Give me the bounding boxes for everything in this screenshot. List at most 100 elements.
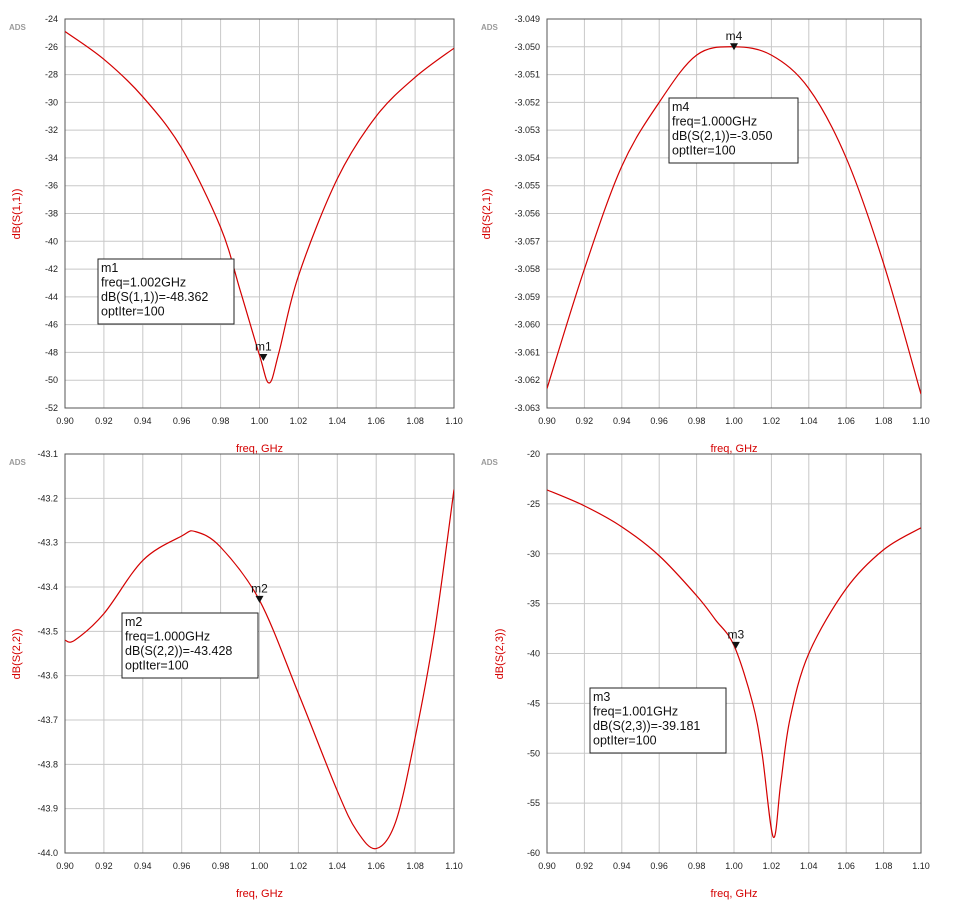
y-tick-label: -45 — [527, 698, 540, 708]
y-axis-label: dB(S(2,3)) — [494, 629, 506, 680]
y-tick-label: -3.060 — [514, 320, 540, 330]
y-tick-label: -43.4 — [37, 582, 58, 592]
y-tick-label: -32 — [45, 125, 58, 135]
marker-label: m3 — [728, 627, 745, 641]
y-tick-label: -50 — [527, 748, 540, 758]
marker-readout-line: optIter=100 — [672, 144, 736, 158]
marker-readout-line: dB(S(2,1))=-3.050 — [672, 129, 772, 143]
y-tick-label: -3.054 — [514, 153, 540, 163]
y-tick-label: -43.5 — [37, 626, 58, 636]
series-line — [65, 489, 454, 850]
y-tick-label: -40 — [45, 236, 58, 246]
x-tick-label: 0.90 — [538, 861, 556, 871]
y-tick-label: -50 — [45, 375, 58, 385]
series-line — [547, 489, 921, 838]
y-tick-label: -35 — [527, 599, 540, 609]
y-tick-label: -43.2 — [37, 493, 58, 503]
y-tick-label: -3.050 — [514, 42, 540, 52]
y-tick-label: -40 — [527, 649, 540, 659]
x-tick-label: 1.08 — [406, 861, 424, 871]
chart-panel-3: ADS 0.90 0.92 0.94 0.96 0.98 1.00 1.02 1.04 1.06 1… — [9, 449, 463, 900]
x-tick-label: 0.92 — [95, 861, 113, 871]
x-tick-label: 1.10 — [445, 416, 463, 426]
x-tick-label: 1.00 — [725, 861, 743, 871]
marker-readout-line: m1 — [101, 261, 118, 275]
x-tick-label: 1.00 — [725, 416, 743, 426]
marker-readout-line: freq=1.001GHz — [593, 705, 678, 719]
marker-triangle — [730, 43, 738, 51]
y-tick-label: -28 — [45, 70, 58, 80]
y-tick-label: -43.7 — [37, 715, 58, 725]
x-axis-label: freq, GHz — [236, 443, 283, 455]
y-tick-label: -43.8 — [37, 759, 58, 769]
marker-readout-line: m4 — [672, 100, 689, 114]
x-tick-label: 0.90 — [538, 416, 556, 426]
x-tick-label: 0.98 — [212, 416, 230, 426]
marker-readout-line: dB(S(2,2))=-43.428 — [125, 644, 232, 658]
y-tick-label: -30 — [45, 97, 58, 107]
chart-panel-4: ADS 0.90 0.92 0.94 0.96 0.98 1.00 1.02 1.04 1.06 1… — [481, 449, 930, 900]
x-tick-label: 0.96 — [173, 861, 191, 871]
y-tick-label: -38 — [45, 209, 58, 219]
y-tick-label: -43.6 — [37, 671, 58, 681]
x-axis-label: freq, GHz — [710, 443, 757, 455]
y-tick-label: -43.9 — [37, 804, 58, 814]
y-tick-label: -34 — [45, 153, 58, 163]
x-tick-label: 0.94 — [613, 861, 631, 871]
plot-frame — [546, 453, 922, 854]
x-tick-label: 0.96 — [650, 416, 668, 426]
y-tick-label: -3.051 — [514, 70, 540, 80]
chart-panel-2: ADS 0.90 0.92 0.94 0.96 0.98 1.00 1.02 1.04 1.06 1… — [481, 14, 930, 455]
y-tick-label: -20 — [527, 449, 540, 459]
y-axis-label: dB(S(2,2)) — [11, 629, 23, 680]
y-tick-label: -3.063 — [514, 403, 540, 413]
y-tick-label: -42 — [45, 264, 58, 274]
y-tick-label: -55 — [527, 798, 540, 808]
y-tick-label: -3.056 — [514, 209, 540, 219]
x-tick-label: 1.00 — [251, 861, 269, 871]
x-tick-label: 1.06 — [837, 861, 855, 871]
x-tick-label: 0.94 — [134, 861, 152, 871]
y-tick-label: -30 — [527, 549, 540, 559]
marker-label: m2 — [251, 581, 268, 595]
x-tick-label: 0.98 — [688, 416, 706, 426]
y-tick-label: -3.059 — [514, 292, 540, 302]
x-tick-label: 1.10 — [912, 416, 930, 426]
x-tick-label: 1.04 — [329, 861, 347, 871]
marker-readout-line: optIter=100 — [101, 305, 165, 319]
marker-readout-box — [121, 612, 259, 679]
y-tick-label: -52 — [45, 403, 58, 413]
y-tick-label: -3.061 — [514, 347, 540, 357]
x-axis-label: freq, GHz — [710, 888, 757, 900]
marker-readout-line: optIter=100 — [125, 659, 189, 673]
x-tick-label: 0.96 — [173, 416, 191, 426]
y-tick-label: -3.049 — [514, 14, 540, 24]
y-tick-label: -43.3 — [37, 538, 58, 548]
x-tick-label: 1.10 — [912, 861, 930, 871]
marker-readout-line: freq=1.000GHz — [672, 115, 757, 129]
plot-frame — [546, 18, 922, 409]
marker-readout-line: m2 — [125, 615, 142, 629]
y-tick-label: -48 — [45, 347, 58, 357]
marker-readout-line: dB(S(2,3))=-39.181 — [593, 719, 700, 733]
marker-label: m1 — [255, 339, 272, 353]
marker-readout-line: optIter=100 — [593, 734, 657, 748]
plot-frame — [64, 453, 455, 854]
x-tick-label: 0.96 — [650, 861, 668, 871]
y-tick-label: -43.1 — [37, 449, 58, 459]
ads-watermark: ADS — [481, 23, 499, 32]
chart-panel-1: ADS 0.90 0.92 0.94 0.96 0.98 1.00 1.02 1.04 1.06 1… — [9, 14, 463, 455]
y-tick-label: -26 — [45, 42, 58, 52]
x-axis-label: freq, GHz — [236, 888, 283, 900]
ads-watermark: ADS — [481, 458, 499, 467]
marker-readout-line: m3 — [593, 690, 610, 704]
x-tick-label: 1.02 — [763, 861, 781, 871]
x-tick-label: 0.92 — [576, 416, 594, 426]
x-tick-label: 1.06 — [837, 416, 855, 426]
ads-watermark: ADS — [9, 23, 27, 32]
x-tick-label: 1.02 — [290, 861, 308, 871]
x-tick-label: 1.08 — [875, 416, 893, 426]
x-tick-label: 1.04 — [800, 416, 818, 426]
marker-readout-box — [668, 97, 799, 164]
